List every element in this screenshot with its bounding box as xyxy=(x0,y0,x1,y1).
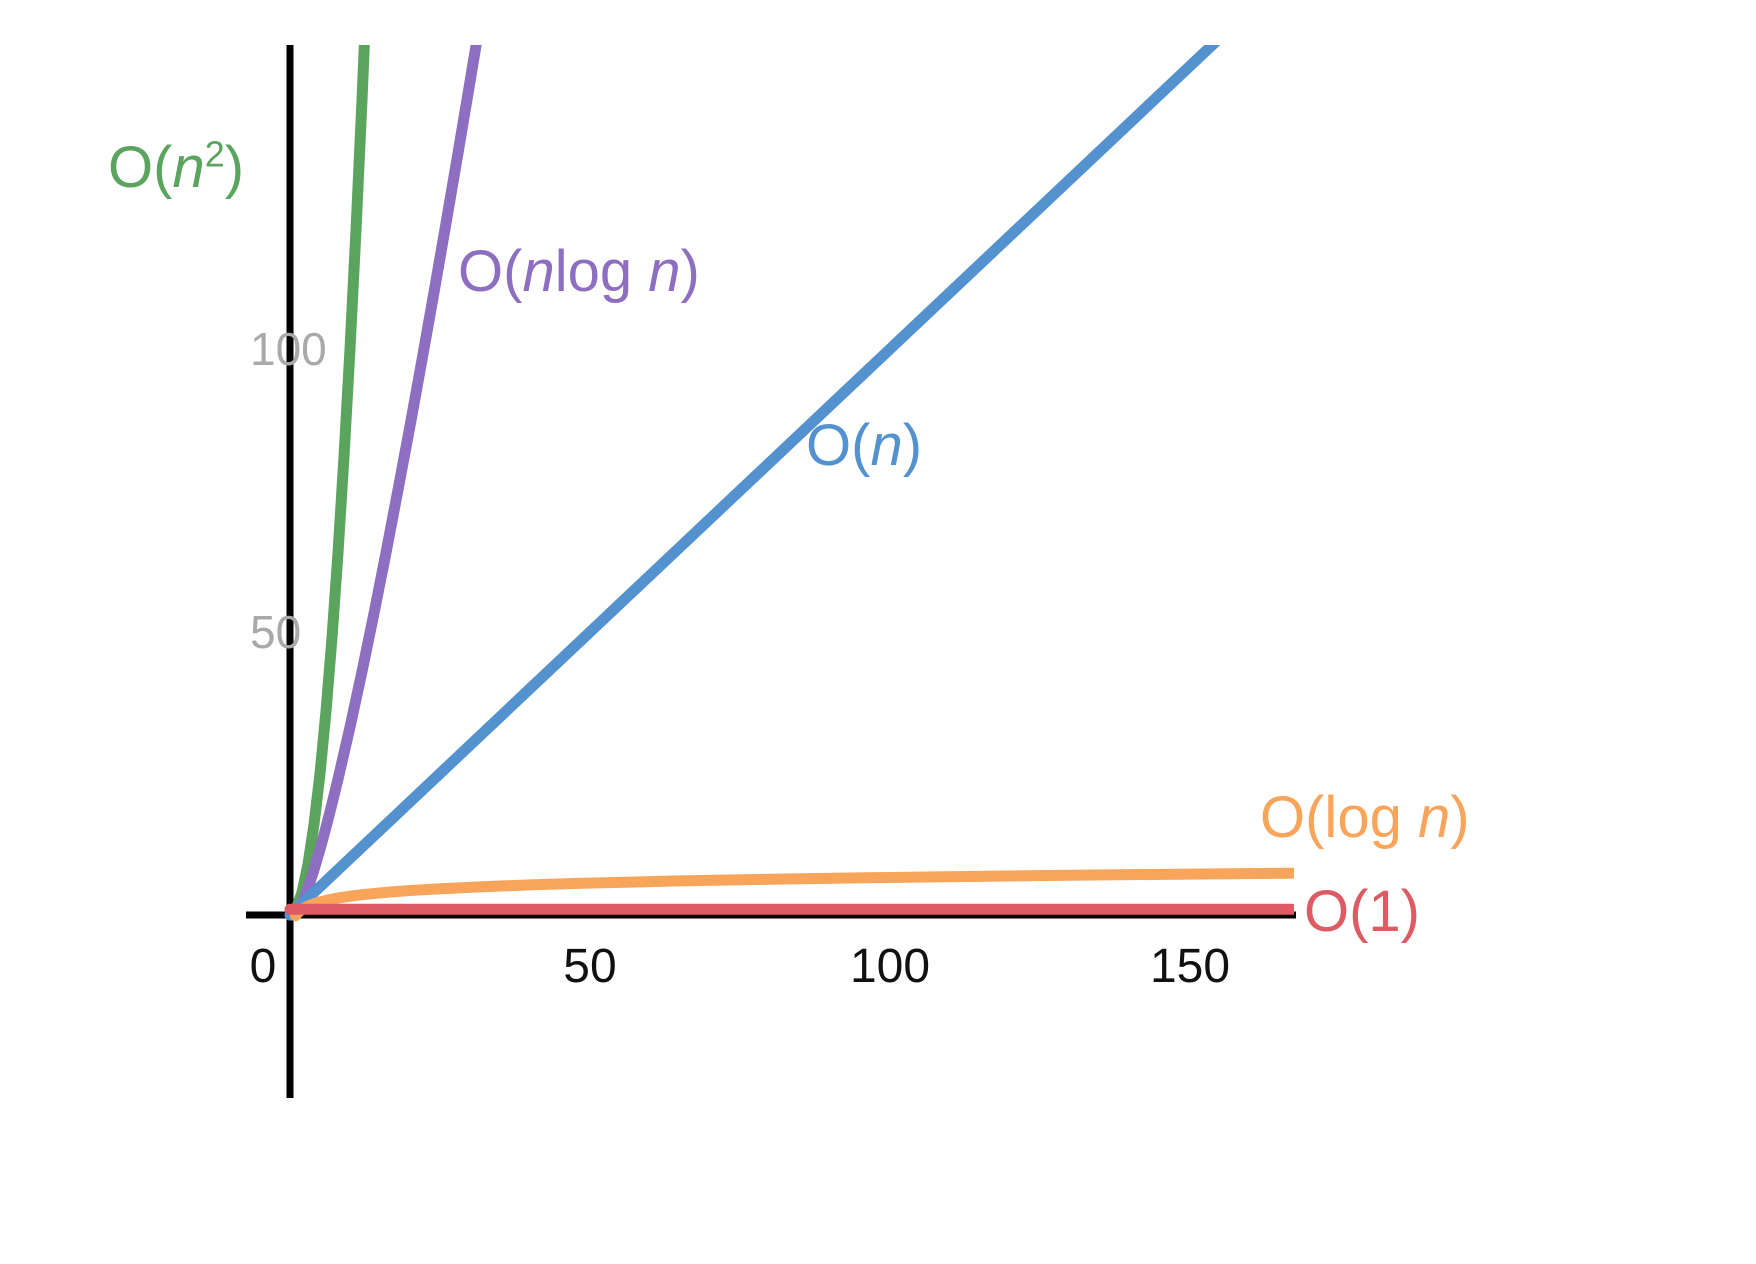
series-label-n-log-n: O(nlog n) xyxy=(458,239,700,304)
series-label-n-squared: O(n2) xyxy=(108,133,245,200)
curve-n-log-n xyxy=(284,45,482,921)
curve-n-squared xyxy=(284,45,370,921)
x-tick-label-50: 50 xyxy=(563,940,616,993)
y-tick-label-100: 100 xyxy=(250,323,327,375)
y-tick-label-50: 50 xyxy=(250,606,301,658)
series-label-log-n: O(log n) xyxy=(1260,785,1470,850)
x-tick-label-150: 150 xyxy=(1150,940,1230,993)
x-tick-label-0: 0 xyxy=(250,940,277,993)
x-tick-label-100: 100 xyxy=(850,940,930,993)
series-label-linear: O(n) xyxy=(806,413,923,478)
curve-linear xyxy=(284,45,1221,921)
series-label-constant: O(1) xyxy=(1304,879,1420,944)
